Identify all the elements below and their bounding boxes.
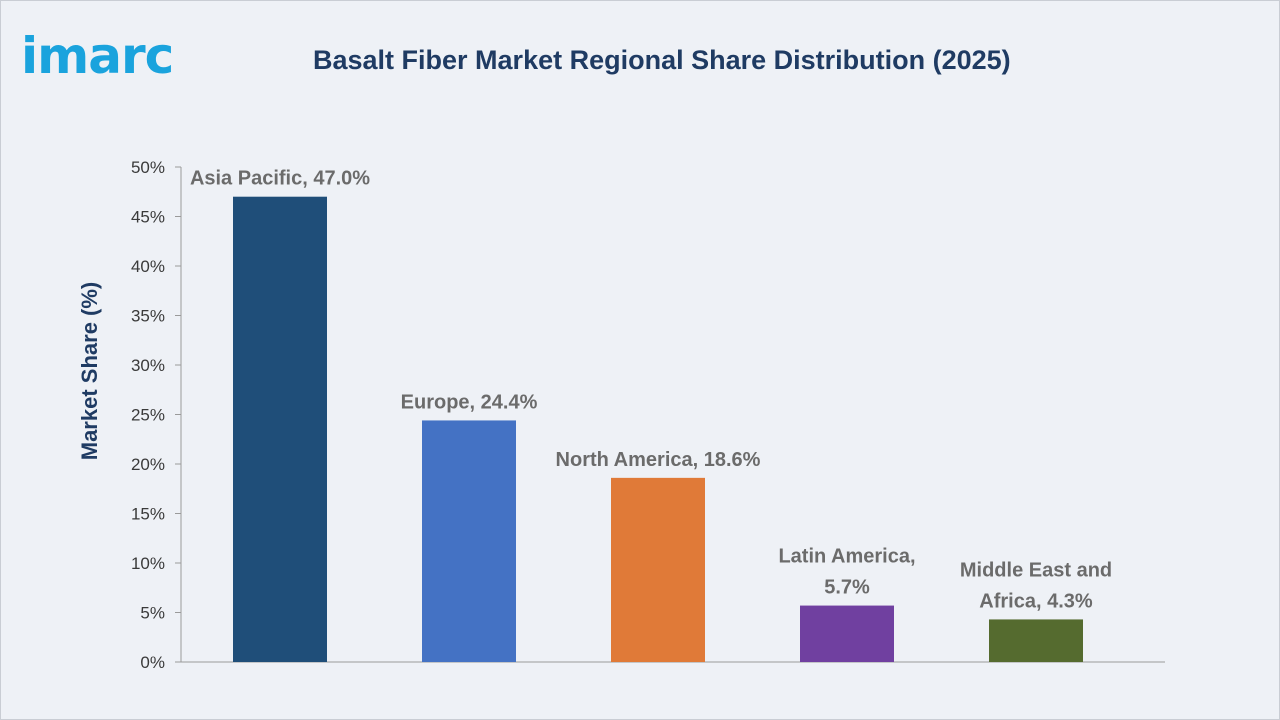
y-tick-label: 10% — [131, 554, 165, 573]
data-label: Middle East and — [960, 559, 1112, 581]
bar-asia-pacific — [233, 196, 327, 662]
y-tick-label: 35% — [131, 307, 165, 326]
imarc-logo: imarc — [21, 27, 174, 85]
bar-north-america — [611, 477, 705, 662]
data-label: Europe, 24.4% — [401, 391, 538, 413]
y-tick-label: 20% — [131, 455, 165, 474]
y-tick-label: 40% — [131, 257, 165, 276]
data-label: North America, 18.6% — [556, 449, 761, 471]
bar-latin-america — [800, 605, 894, 662]
y-tick-label: 15% — [131, 505, 165, 524]
bar-europe — [422, 420, 516, 662]
y-tick-label: 30% — [131, 356, 165, 375]
y-tick-label: 5% — [140, 604, 165, 623]
data-label: Africa, 4.3% — [979, 590, 1093, 612]
data-label: 5.7% — [824, 577, 870, 599]
y-tick-label: 0% — [140, 653, 165, 672]
bar-middle-east-and-africa — [989, 619, 1083, 662]
y-tick-label: 25% — [131, 406, 165, 425]
y-tick-label: 50% — [131, 158, 165, 177]
data-label: Asia Pacific, 47.0% — [190, 168, 370, 190]
data-label: Latin America, — [778, 546, 915, 568]
y-tick-label: 45% — [131, 208, 165, 227]
y-axis-title: Market Share (%) — [77, 282, 102, 461]
chart-title: Basalt Fiber Market Regional Share Distr… — [313, 45, 1011, 75]
